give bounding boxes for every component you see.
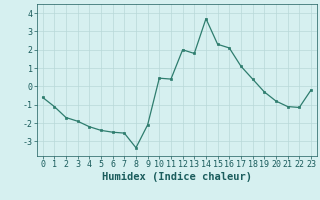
X-axis label: Humidex (Indice chaleur): Humidex (Indice chaleur) [102, 172, 252, 182]
